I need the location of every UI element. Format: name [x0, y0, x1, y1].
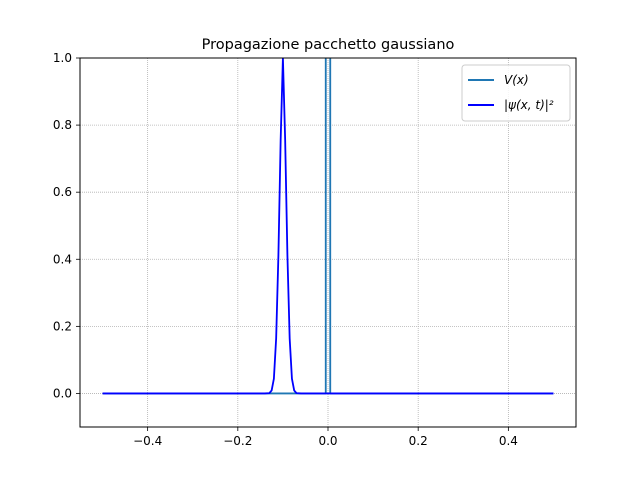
y-tick-label: 0.6 — [53, 185, 72, 199]
legend-label-0: V(x) — [504, 73, 529, 87]
legend-label-1: |ψ(x, t)|² — [504, 98, 554, 112]
x-tick-label: 0.2 — [409, 434, 428, 448]
x-tick-label: −0.2 — [223, 434, 252, 448]
y-tick-label: 0.4 — [53, 252, 72, 266]
y-tick-label: 1.0 — [53, 51, 72, 65]
x-tick-label: 0.4 — [499, 434, 518, 448]
series-layer — [102, 58, 554, 395]
y-tick-label: 0.2 — [53, 319, 72, 333]
legend: V(x) |ψ(x, t)|² — [461, 64, 571, 122]
series-line-1 — [102, 58, 554, 395]
chart-title: Propagazione pacchetto gaussiano — [202, 37, 455, 53]
y-tick-label: 0.8 — [53, 118, 72, 132]
y-tick-label: 0.0 — [53, 386, 72, 400]
tick-layer: −0.4 −0.2 0.0 0.2 0.4 0.0 0.2 0.4 0.6 0.8 1.0 — [53, 51, 518, 448]
x-tick-label: −0.4 — [133, 434, 162, 448]
x-tick-label: 0.0 — [318, 434, 337, 448]
